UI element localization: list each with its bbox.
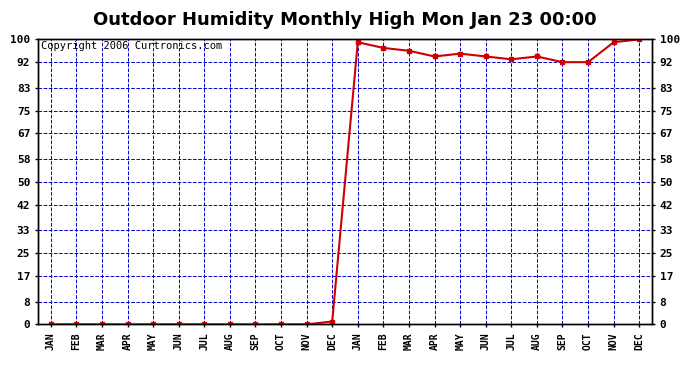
Text: Copyright 2006 Curtronics.com: Copyright 2006 Curtronics.com [41, 41, 222, 51]
Text: Outdoor Humidity Monthly High Mon Jan 23 00:00: Outdoor Humidity Monthly High Mon Jan 23… [93, 11, 597, 29]
